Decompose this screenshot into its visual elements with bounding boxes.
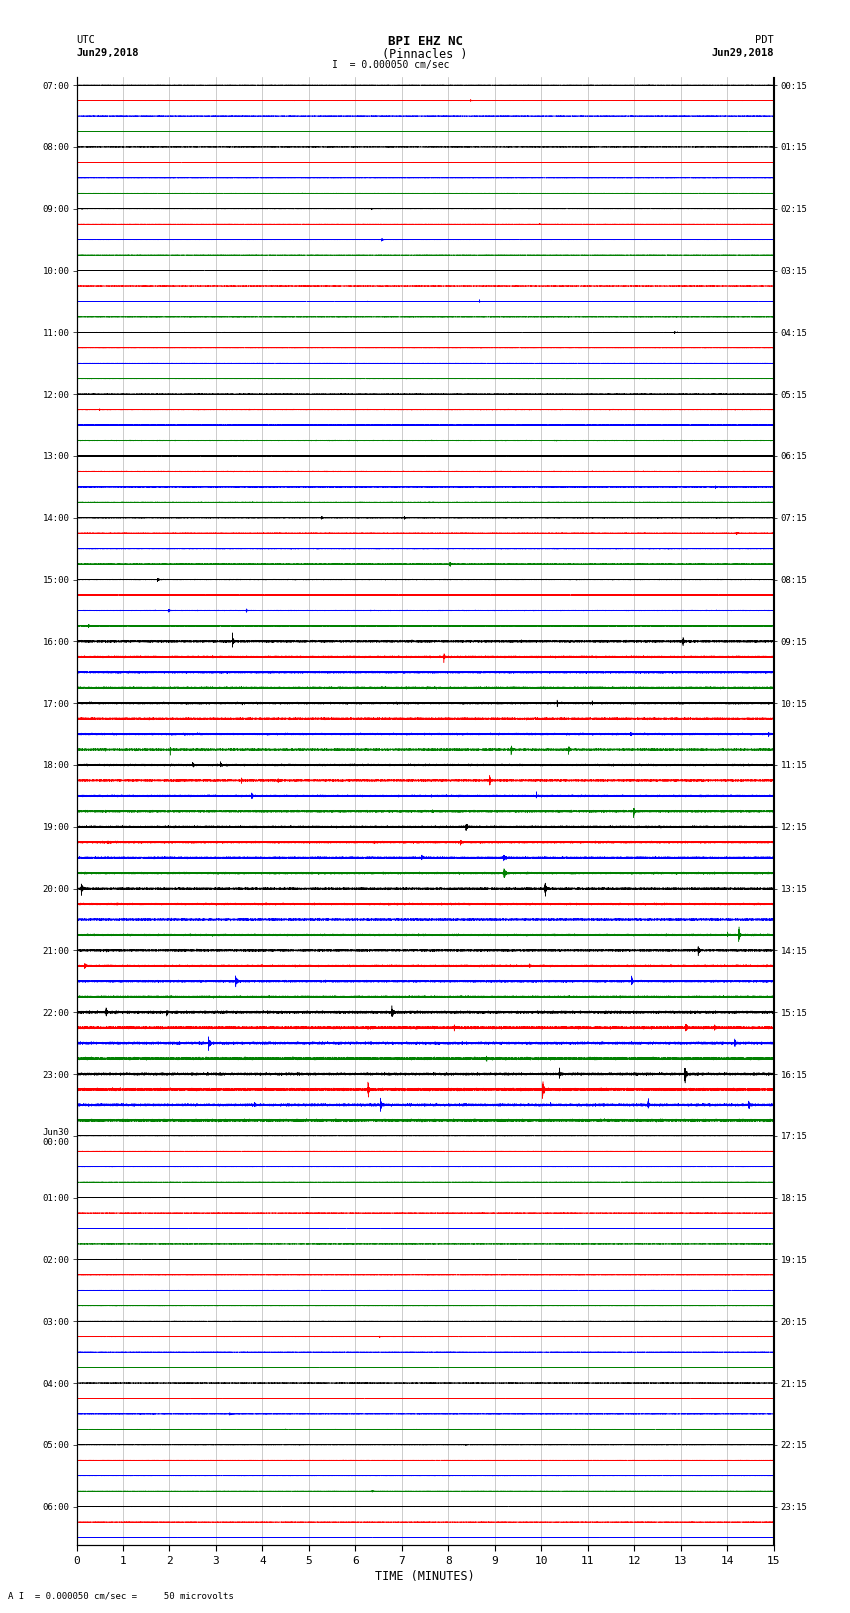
Text: PDT: PDT [755, 35, 774, 45]
Text: A I  = 0.000050 cm/sec =     50 microvolts: A I = 0.000050 cm/sec = 50 microvolts [8, 1590, 235, 1600]
Text: Jun29,2018: Jun29,2018 [76, 47, 139, 58]
Text: I  = 0.000050 cm/sec: I = 0.000050 cm/sec [332, 60, 450, 69]
Text: Jun29,2018: Jun29,2018 [711, 47, 774, 58]
Text: (Pinnacles ): (Pinnacles ) [382, 47, 468, 61]
Text: BPI EHZ NC: BPI EHZ NC [388, 35, 462, 48]
X-axis label: TIME (MINUTES): TIME (MINUTES) [375, 1569, 475, 1582]
Text: UTC: UTC [76, 35, 95, 45]
